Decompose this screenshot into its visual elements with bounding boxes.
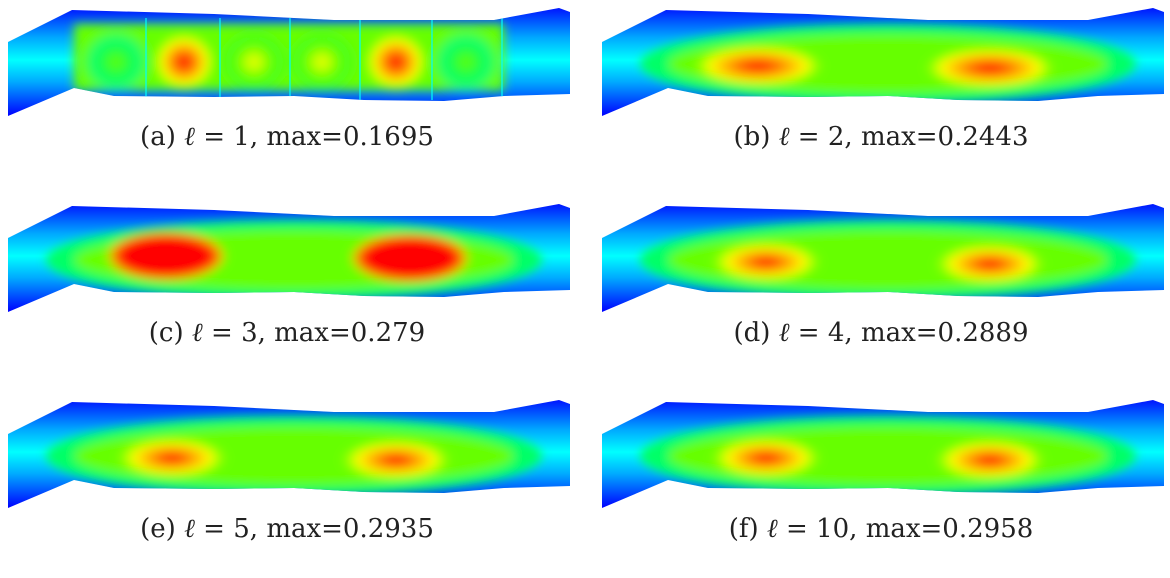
field-peak [82, 30, 150, 94]
field-peak [288, 30, 356, 94]
ell-symbol: ℓ [184, 122, 195, 152]
panel-label: (e) [140, 514, 176, 544]
field-peak [930, 242, 1050, 286]
panel-label: (f) [728, 514, 759, 544]
field-peak [706, 240, 826, 284]
field-peak [220, 30, 288, 94]
panel-label: (c) [148, 318, 184, 348]
panel-caption: (e) ℓ = 5, max=0.2935 [140, 514, 434, 544]
max-value: max=0.279 [274, 318, 426, 348]
panel-a: (a) ℓ = 1, max=0.1695 [4, 4, 570, 186]
ell-value: 10 [816, 514, 850, 544]
field-peak [362, 30, 430, 94]
field-peak [920, 46, 1060, 90]
heatmap-a [8, 8, 570, 116]
panel-caption: (b) ℓ = 2, max=0.2443 [733, 122, 1029, 152]
ell-value: 1 [233, 122, 250, 152]
panel-label: (a) [140, 122, 176, 152]
field-peak [348, 232, 472, 284]
panel-d: (d) ℓ = 4, max=0.2889 [598, 200, 1164, 382]
panel-b: (b) ℓ = 2, max=0.2443 [598, 4, 1164, 186]
heatmap-d [602, 204, 1164, 312]
panel-e: (e) ℓ = 5, max=0.2935 [4, 396, 570, 578]
ell-symbol: ℓ [191, 318, 203, 348]
panel-label: (d) [733, 318, 771, 348]
field-peak [688, 44, 828, 88]
ell-symbol: ℓ [766, 514, 778, 544]
figure: (a) ℓ = 1, max=0.1695 (b) ℓ = 2, max=0.24… [4, 4, 1164, 544]
field-peak [150, 30, 218, 94]
ell-value: 5 [233, 514, 250, 544]
max-value: max=0.2958 [865, 514, 1034, 544]
field-peak [104, 230, 228, 282]
panel-caption: (a) ℓ = 1, max=0.1695 [140, 122, 434, 152]
panel-label: (b) [733, 122, 771, 152]
heatmap-f [602, 400, 1164, 508]
ell-symbol: ℓ [184, 514, 195, 544]
ell-symbol: ℓ [778, 122, 790, 152]
panel-caption: (c) ℓ = 3, max=0.279 [148, 318, 426, 348]
panel-caption: (f) ℓ = 10, max=0.2958 [728, 514, 1034, 544]
max-value: max=0.2443 [860, 122, 1029, 152]
max-value: max=0.2889 [860, 318, 1029, 348]
heatmap-e [8, 400, 570, 508]
ell-value: 3 [241, 318, 258, 348]
ell-value: 2 [827, 122, 845, 152]
field-peak [336, 438, 456, 482]
max-value: max=0.2935 [266, 514, 434, 544]
heatmap-c [8, 204, 570, 312]
panel-f: (f) ℓ = 10, max=0.2958 [598, 396, 1164, 578]
field-peak [706, 436, 826, 480]
ell-value: 4 [827, 318, 845, 348]
field-peak [112, 436, 232, 480]
max-value: max=0.1695 [266, 122, 434, 152]
ell-symbol: ℓ [778, 318, 790, 348]
heatmap-b [602, 8, 1164, 116]
field-peak [930, 438, 1050, 482]
panel-caption: (d) ℓ = 4, max=0.2889 [733, 318, 1029, 348]
field-peak [432, 30, 500, 94]
panel-c: (c) ℓ = 3, max=0.279 [4, 200, 570, 382]
